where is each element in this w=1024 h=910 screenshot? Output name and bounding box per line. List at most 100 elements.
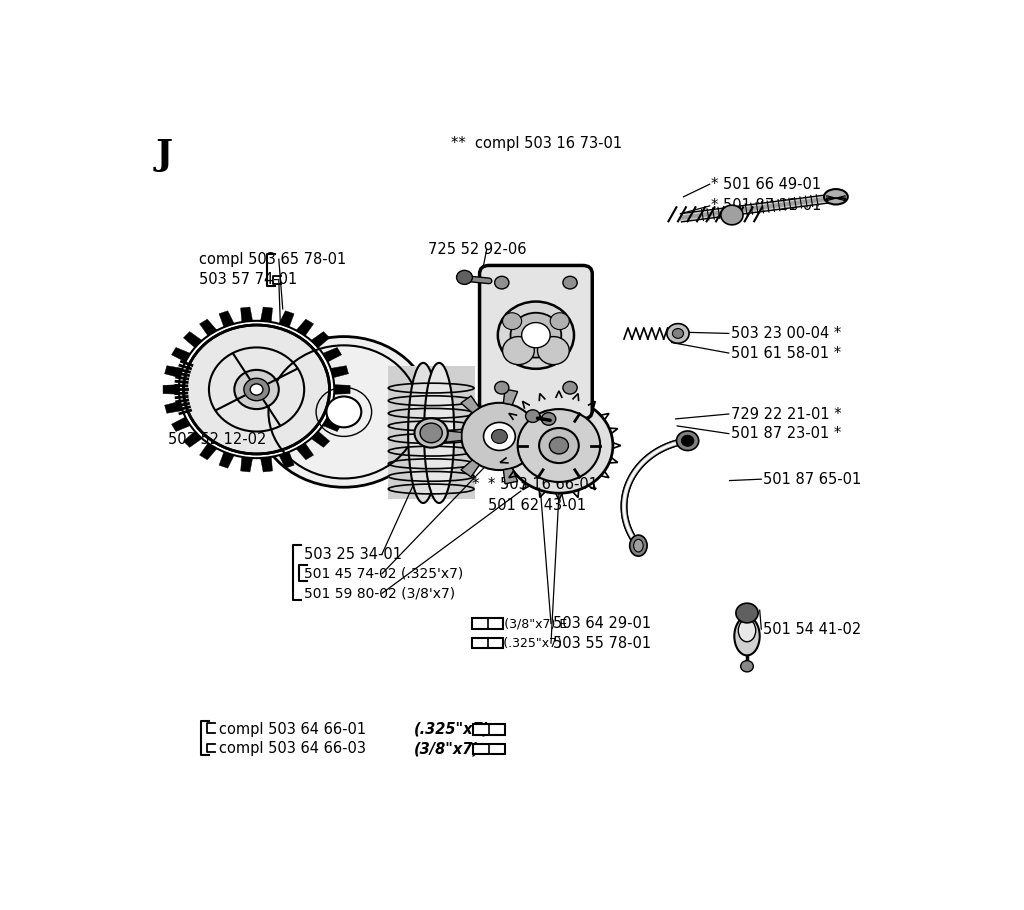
- Text: 501 61 58-01 *: 501 61 58-01 *: [731, 346, 842, 360]
- Text: * 503 16 66-01: * 503 16 66-01: [487, 477, 597, 492]
- Polygon shape: [323, 348, 342, 362]
- Circle shape: [250, 384, 263, 395]
- Text: 501 59 80-02 (3/8'x7): 501 59 80-02 (3/8'x7): [304, 586, 456, 601]
- Text: 503 25 34-01: 503 25 34-01: [304, 547, 402, 561]
- Circle shape: [420, 423, 442, 443]
- Text: 503 23 00-04 *: 503 23 00-04 *: [731, 326, 842, 341]
- Polygon shape: [323, 417, 342, 431]
- Polygon shape: [531, 410, 551, 426]
- FancyBboxPatch shape: [479, 266, 592, 419]
- Text: 503 55 78-01: 503 55 78-01: [553, 635, 650, 651]
- Polygon shape: [165, 366, 182, 378]
- Circle shape: [721, 205, 743, 225]
- Circle shape: [673, 329, 684, 339]
- Circle shape: [495, 381, 509, 394]
- Polygon shape: [311, 431, 330, 448]
- Text: J: J: [156, 137, 172, 172]
- Circle shape: [511, 313, 561, 358]
- Polygon shape: [331, 401, 348, 413]
- Circle shape: [179, 321, 334, 458]
- Polygon shape: [331, 366, 348, 378]
- Circle shape: [518, 410, 600, 482]
- Circle shape: [740, 661, 754, 672]
- Ellipse shape: [257, 337, 431, 487]
- Circle shape: [244, 379, 269, 400]
- Circle shape: [234, 369, 279, 410]
- Circle shape: [461, 403, 538, 470]
- Circle shape: [495, 277, 509, 289]
- Polygon shape: [241, 457, 253, 472]
- Ellipse shape: [738, 620, 756, 642]
- Text: * 501 87 21-01: * 501 87 21-01: [712, 198, 821, 214]
- Polygon shape: [172, 417, 190, 431]
- Ellipse shape: [734, 617, 760, 655]
- Text: compl 503 65 78-01: compl 503 65 78-01: [200, 252, 347, 267]
- Circle shape: [563, 277, 578, 289]
- Circle shape: [521, 322, 550, 348]
- Circle shape: [563, 381, 578, 394]
- Circle shape: [538, 337, 569, 365]
- Circle shape: [327, 397, 361, 428]
- Circle shape: [550, 437, 568, 454]
- Bar: [387, 367, 475, 500]
- Text: 501 54 41-02: 501 54 41-02: [763, 622, 861, 637]
- Text: * 501 66 49-01: * 501 66 49-01: [712, 177, 821, 192]
- Text: 501 87 65-01: 501 87 65-01: [763, 471, 861, 487]
- Polygon shape: [219, 311, 234, 327]
- Ellipse shape: [824, 189, 848, 205]
- Polygon shape: [279, 452, 294, 468]
- Circle shape: [736, 603, 758, 622]
- Bar: [472, 618, 504, 629]
- Text: 725 52 92-06: 725 52 92-06: [428, 242, 526, 257]
- Text: 729 22 21-01 *: 729 22 21-01 *: [731, 407, 842, 421]
- Ellipse shape: [415, 419, 447, 448]
- Polygon shape: [165, 401, 182, 413]
- Text: **  compl 503 16 73-01: ** compl 503 16 73-01: [452, 136, 623, 151]
- Text: 501 45 74-02 (.325'x7): 501 45 74-02 (.325'x7): [304, 567, 464, 581]
- Ellipse shape: [424, 363, 455, 503]
- Text: *(.325"x7): *(.325"x7): [498, 637, 563, 650]
- Polygon shape: [183, 331, 202, 348]
- Polygon shape: [334, 385, 350, 394]
- Circle shape: [677, 431, 698, 450]
- Circle shape: [492, 430, 507, 443]
- Circle shape: [183, 325, 330, 454]
- Polygon shape: [504, 389, 517, 405]
- Polygon shape: [279, 311, 294, 327]
- Circle shape: [525, 410, 540, 422]
- Text: compl 503 64 66-01: compl 503 64 66-01: [219, 722, 371, 737]
- Text: (3/8"x7): (3/8"x7): [414, 742, 479, 756]
- Polygon shape: [241, 307, 253, 322]
- Polygon shape: [219, 452, 234, 468]
- Polygon shape: [163, 385, 179, 394]
- Polygon shape: [296, 443, 313, 460]
- Polygon shape: [260, 457, 272, 472]
- Circle shape: [667, 324, 689, 343]
- Polygon shape: [172, 348, 190, 362]
- Text: 503 52 12-02: 503 52 12-02: [168, 432, 266, 448]
- Ellipse shape: [630, 535, 647, 556]
- Polygon shape: [183, 431, 202, 448]
- Ellipse shape: [409, 363, 438, 503]
- Text: 501 62 43-01: 501 62 43-01: [487, 498, 586, 512]
- Polygon shape: [461, 396, 479, 413]
- Polygon shape: [461, 460, 479, 477]
- Polygon shape: [296, 319, 313, 336]
- Bar: [472, 638, 504, 649]
- Circle shape: [503, 337, 535, 365]
- Bar: [473, 724, 505, 734]
- Text: *(3/8"x7) E: *(3/8"x7) E: [498, 617, 567, 630]
- Text: compl 503 64 66-03: compl 503 64 66-03: [219, 742, 371, 756]
- Polygon shape: [200, 443, 217, 460]
- Polygon shape: [445, 430, 462, 442]
- Polygon shape: [200, 319, 217, 336]
- Polygon shape: [531, 448, 551, 462]
- Text: 503 57 74-01: 503 57 74-01: [200, 272, 298, 287]
- Circle shape: [681, 435, 694, 447]
- Circle shape: [542, 412, 556, 425]
- Text: (.325"x7): (.325"x7): [414, 722, 489, 737]
- Circle shape: [457, 270, 472, 284]
- Polygon shape: [504, 468, 517, 484]
- Text: *: *: [472, 477, 479, 492]
- Circle shape: [539, 428, 579, 463]
